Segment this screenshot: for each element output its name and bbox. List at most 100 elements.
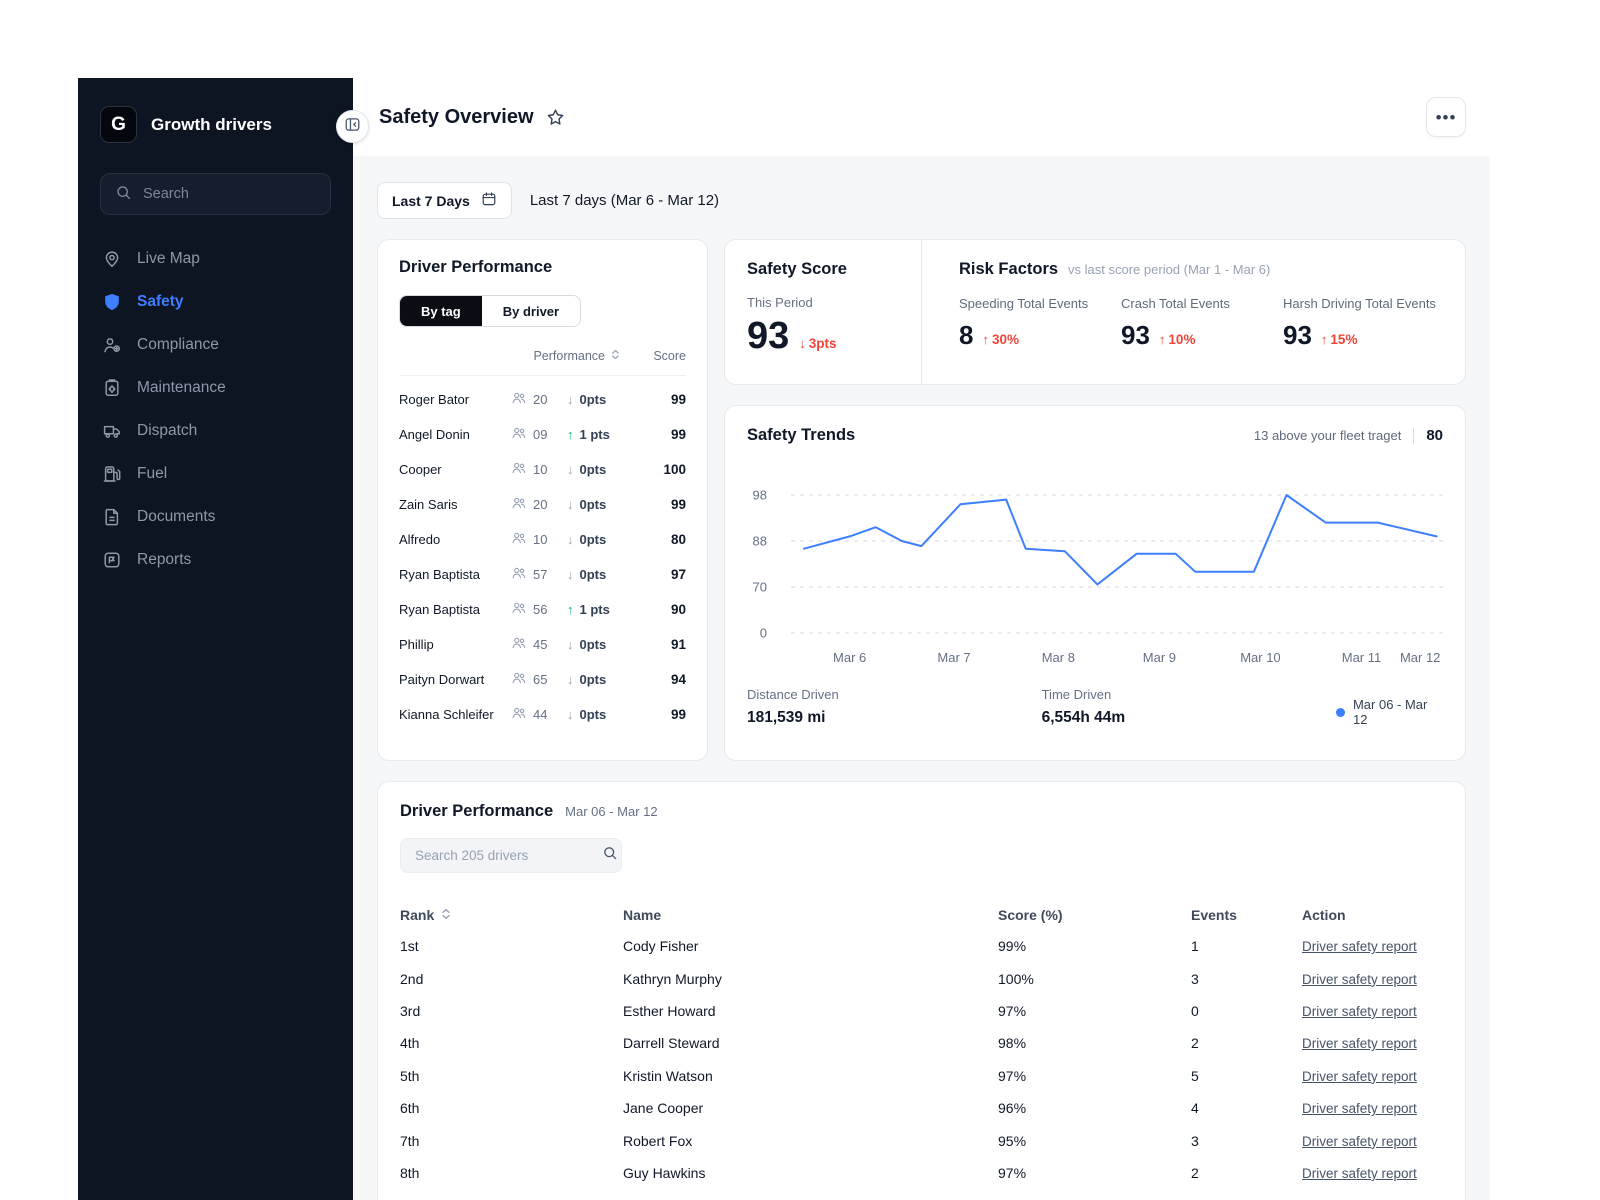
driver-score-delta: ↓ 0pts [567, 707, 607, 722]
sidebar-item-maintenance[interactable]: Maintenance [90, 366, 341, 409]
sidebar-item-compliance[interactable]: Compliance [90, 323, 341, 366]
page-title: Safety Overview [379, 105, 534, 128]
sidebar-item-label: Documents [137, 507, 216, 525]
driver-name: Ryan Baptista [399, 602, 480, 617]
driver-performance-row[interactable]: Alfredo 10 ↓ 0pts 80 [399, 522, 686, 557]
score-cell: 100% [998, 970, 1034, 987]
name-cell: Kristin Watson [623, 1067, 713, 1084]
driver-safety-report-link[interactable]: Driver safety report [1302, 1036, 1417, 1052]
driver-score: 97 [670, 567, 686, 582]
sidebar-item-reports[interactable]: Reports [90, 538, 341, 581]
events-cell: 4 [1191, 1100, 1199, 1117]
sidebar-item-label: Dispatch [137, 421, 198, 439]
fleet-target-note: 13 above your fleet traget [1253, 428, 1402, 443]
driver-safety-report-link[interactable]: Driver safety report [1302, 1068, 1417, 1084]
y-tick-label: 88 [752, 533, 767, 549]
driver-score-delta: ↑ 1 pts [567, 427, 610, 442]
map-pin-icon [102, 249, 122, 269]
driver-safety-report-link[interactable]: Driver safety report [1302, 1101, 1417, 1117]
x-tick-label: Mar 8 [1041, 650, 1075, 665]
sidebar: G Growth drivers Search Live Map Safety … [78, 78, 353, 1200]
more-options-button[interactable]: ••• [1426, 97, 1466, 137]
people-icon [511, 460, 527, 479]
driver-performance-row[interactable]: Zain Saris 20 ↓ 0pts 99 [399, 487, 686, 522]
y-tick-label: 98 [752, 487, 767, 503]
chart-x-axis: Mar 6 Mar 7 Mar 8 Mar 9 Mar 10 Mar 11 Mar 12 [791, 650, 1443, 670]
x-tick-label: Mar 11 [1341, 650, 1382, 665]
driver-performance-row[interactable]: Phillip 45 ↓ 0pts 91 [399, 627, 686, 662]
tab-by-driver[interactable]: By driver [481, 296, 581, 326]
driver-performance-row[interactable]: Kianna Schleifer 44 ↓ 0pts 99 [399, 697, 686, 732]
name-cell: Esther Howard [623, 1002, 716, 1019]
safety-score-value: 93 [747, 315, 790, 357]
driver-tag-count: 10 [511, 460, 567, 479]
driver-score: 99 [670, 497, 686, 512]
column-performance[interactable]: Performance [533, 349, 621, 363]
sidebar-collapse-button[interactable] [336, 110, 369, 143]
driver-safety-report-link[interactable]: Driver safety report [1302, 939, 1417, 955]
x-tick-label: Mar 12 [1399, 650, 1441, 665]
trend-line [803, 494, 1438, 586]
score-cell: 95% [998, 1132, 1027, 1149]
driver-performance-row[interactable]: Ryan Baptista 57 ↓ 0pts 97 [399, 557, 686, 592]
rank-cell: 4th [400, 1035, 420, 1052]
content: Last 7 Days Last 7 days (Mar 6 - Mar 12)… [353, 156, 1490, 1200]
sidebar-item-documents[interactable]: Documents [90, 495, 341, 538]
user-check-icon [102, 335, 122, 355]
driver-name: Kianna Schleifer [399, 707, 494, 722]
shield-icon [102, 292, 122, 312]
driver-safety-report-link[interactable]: Driver safety report [1302, 971, 1417, 987]
x-tick-label: Mar 9 [1142, 650, 1176, 665]
events-cell: 1 [1191, 938, 1199, 955]
app-logo: G [100, 106, 137, 143]
chart-plot-area: Mar 6 Mar 7 Mar 8 Mar 9 Mar 10 Mar 11 Mar 12 [791, 487, 1443, 665]
sidebar-item-fuel[interactable]: Fuel [90, 452, 341, 495]
card-title: Safety Trends [747, 426, 856, 444]
metric-value: 8 [959, 320, 974, 350]
distance-driven-stat: Distance Driven 181,539 mi [747, 687, 1042, 727]
sidebar-search-input[interactable]: Search [100, 173, 331, 215]
column-rank[interactable]: Rank [400, 907, 623, 923]
driver-performance-row[interactable]: Angel Donin 09 ↑ 1 pts 99 [399, 417, 686, 452]
driver-safety-report-link[interactable]: Driver safety report [1302, 1133, 1417, 1149]
risk-metric-speeding: Speeding Total Events 8 ↑ 30% [959, 296, 1121, 351]
score-cell: 97% [998, 1002, 1027, 1019]
tab-by-tag[interactable]: By tag [400, 296, 482, 326]
driver-performance-row[interactable]: Cooper 10 ↓ 0pts 100 [399, 452, 686, 487]
people-icon [511, 600, 527, 619]
period-label: This Period [747, 295, 813, 310]
metric-label: Harsh Driving Total Events [1283, 296, 1436, 311]
driver-performance-row[interactable]: Roger Bator 20 ↓ 0pts 99 [399, 382, 686, 417]
driver-safety-report-link[interactable]: Driver safety report [1302, 1003, 1417, 1019]
star-icon[interactable] [546, 108, 565, 127]
driver-safety-report-link[interactable]: Driver safety report [1302, 1165, 1417, 1181]
driver-score: 99 [670, 427, 686, 442]
metric-value: 93 [1121, 320, 1150, 350]
table-row: 8th Guy Hawkins 97% 2 Driver safety repo… [400, 1157, 1443, 1189]
name-cell: Jane Cooper [623, 1100, 704, 1117]
divider [1413, 427, 1415, 444]
date-range-button[interactable]: Last 7 Days [377, 182, 512, 219]
stat-label: Distance Driven [747, 687, 839, 702]
trend-arrow-icon: ↓ [567, 462, 574, 477]
trend-arrow-icon: ↑ [1320, 332, 1328, 347]
drivers-search-input[interactable] [413, 847, 594, 864]
sidebar-item-label: Compliance [137, 335, 219, 353]
driver-performance-row[interactable]: Paityn Dorwart 65 ↓ 0pts 94 [399, 662, 686, 697]
name-cell: Kathryn Murphy [623, 970, 722, 987]
sidebar-item-dispatch[interactable]: Dispatch [90, 409, 341, 452]
performance-tabs: By tag By driver [399, 295, 582, 327]
safety-score-risk-card: Safety Score This Period 93 ↓ 3pts Risk F… [724, 239, 1466, 385]
driver-score-delta: ↓ 0pts [567, 672, 607, 687]
driver-performance-row[interactable]: Ryan Baptista 56 ↑ 1 pts 90 [399, 592, 686, 627]
people-icon [511, 670, 527, 689]
y-tick-label: 0 [759, 625, 767, 641]
metric-value: 93 [1283, 320, 1312, 350]
panel-collapse-icon [344, 116, 361, 138]
card-title: Driver Performance [399, 258, 553, 276]
sidebar-item-safety[interactable]: Safety [90, 280, 341, 323]
table-header-row: Rank Name Score (%) Events Action [400, 900, 1443, 930]
events-cell: 5 [1191, 1067, 1199, 1084]
drivers-search[interactable] [400, 838, 622, 873]
sidebar-item-live-map[interactable]: Live Map [90, 237, 341, 280]
